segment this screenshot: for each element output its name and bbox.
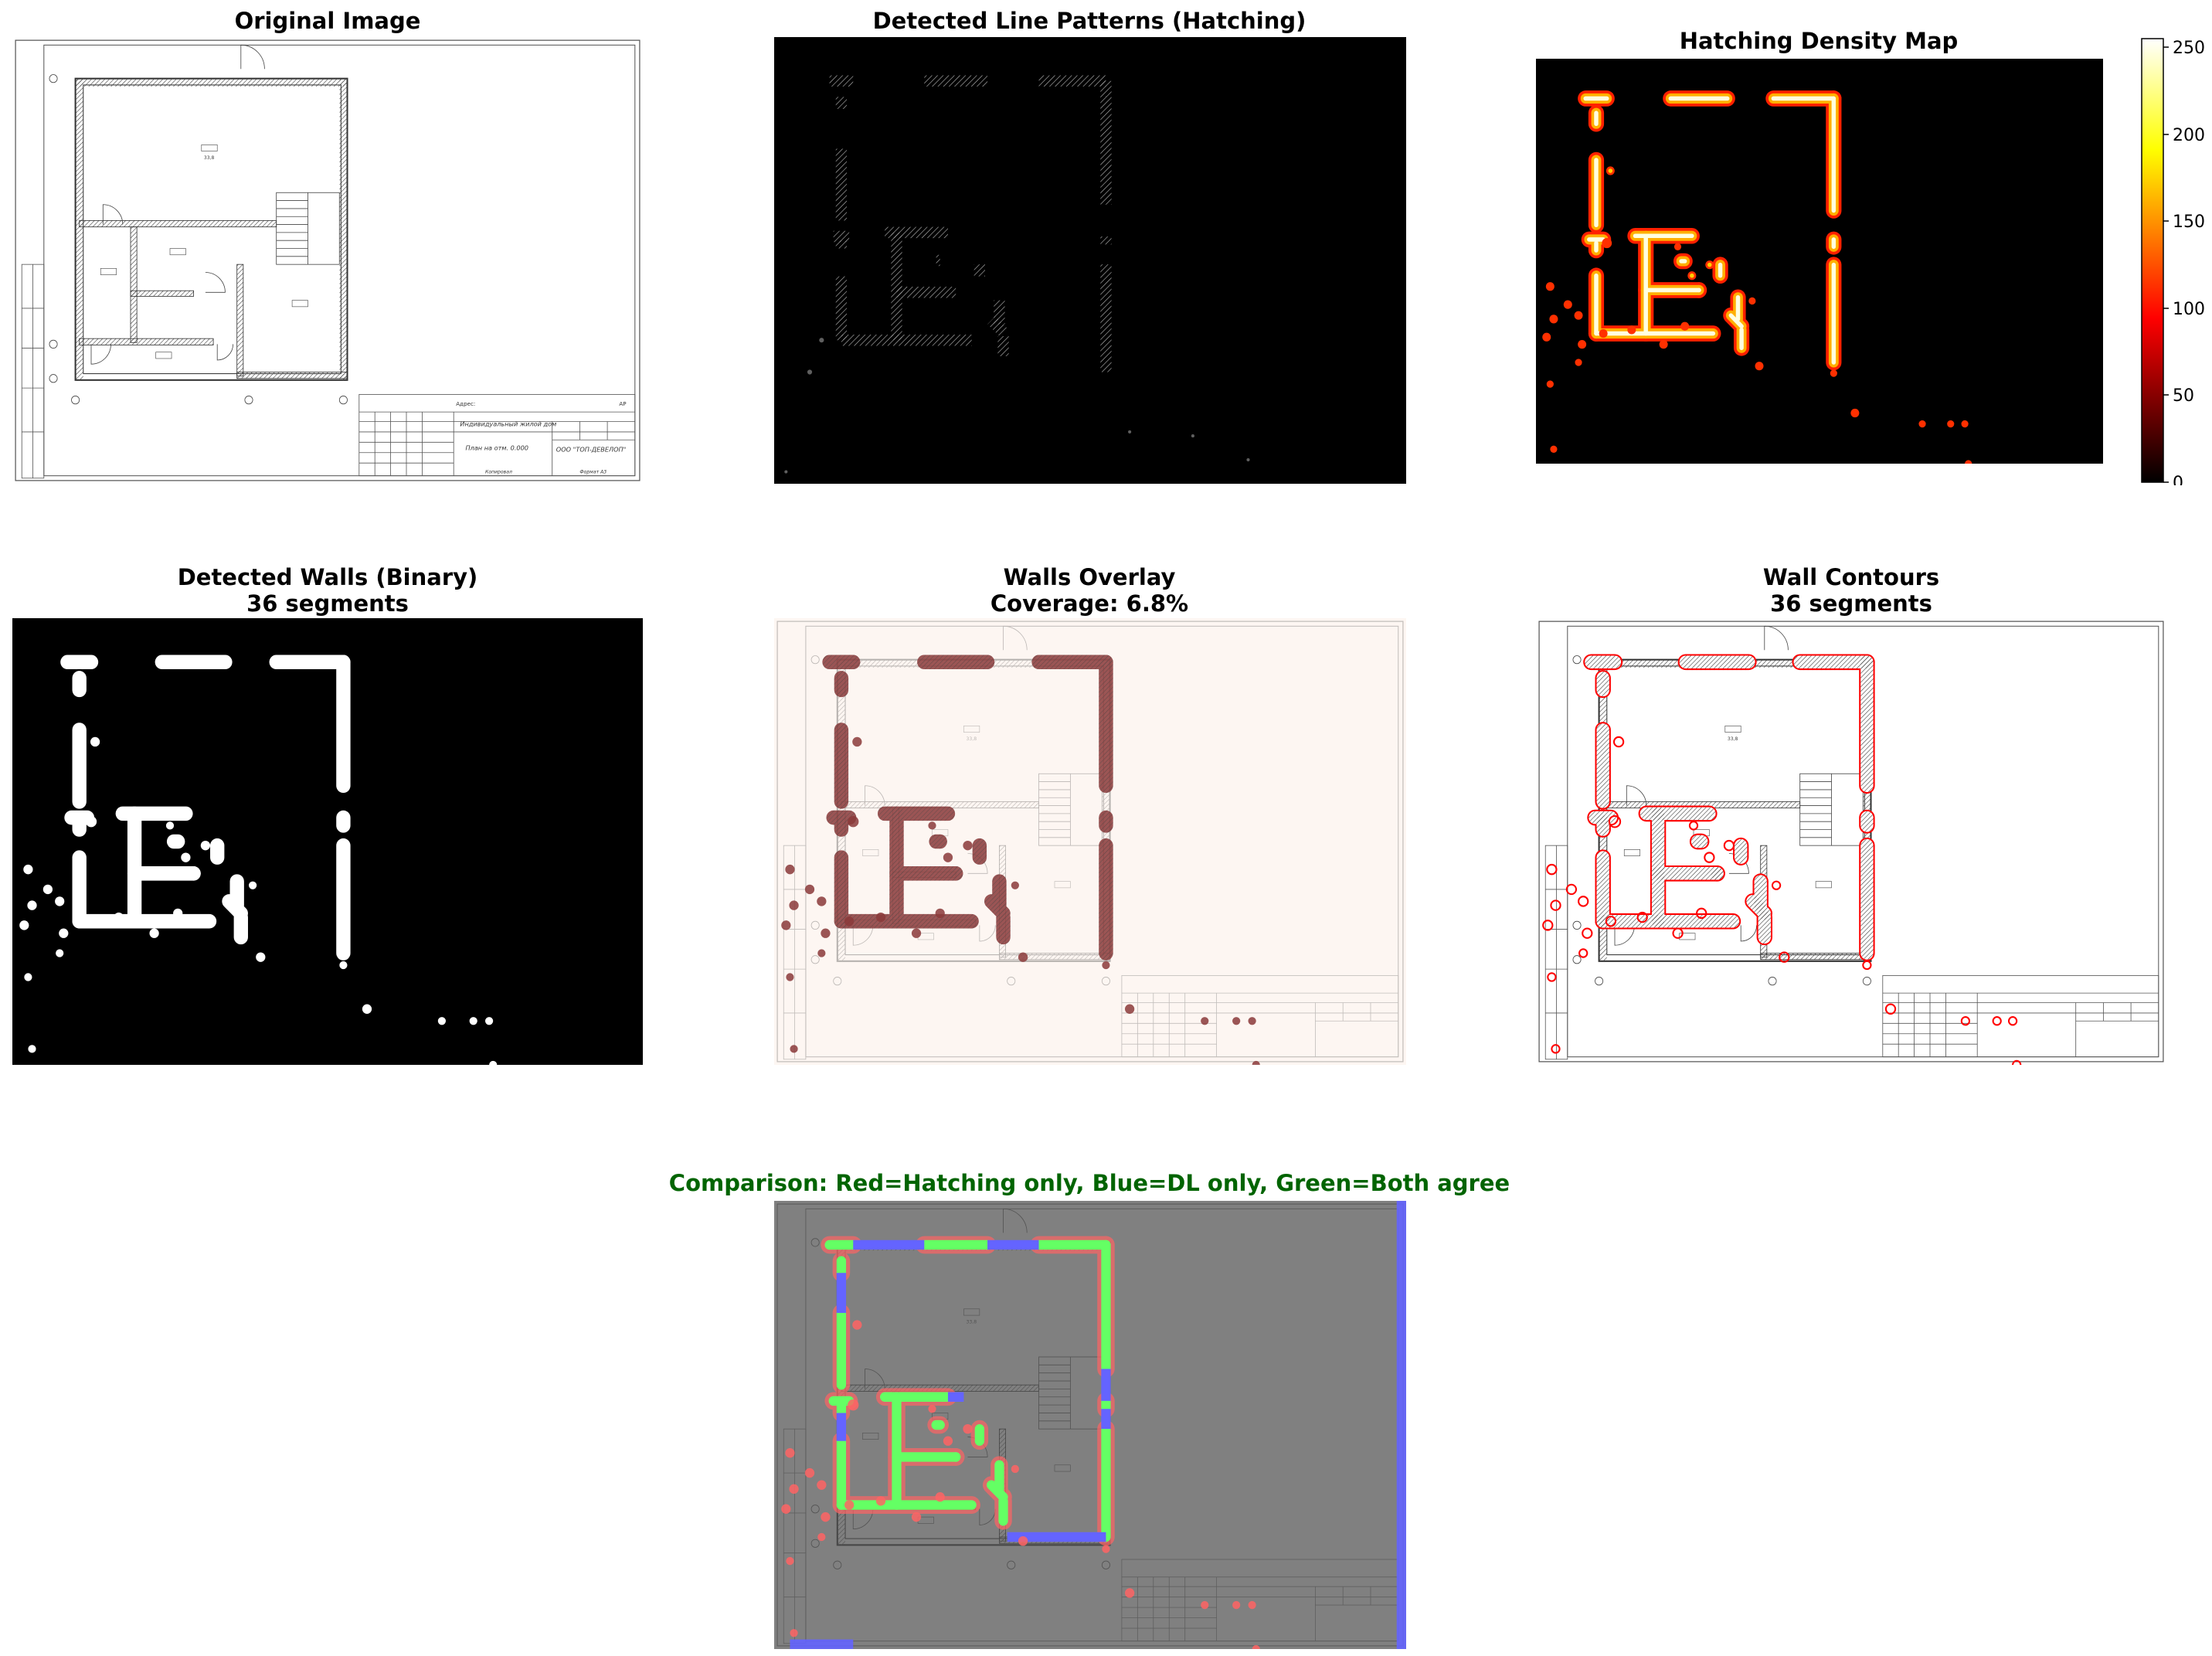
plan-format-label: Формат А3 xyxy=(579,470,607,475)
contours-title: Wall Contours 36 segments xyxy=(1534,564,2168,617)
contours-title-line1: Wall Contours xyxy=(1762,564,1940,590)
contours-title-line2: 36 segments xyxy=(1770,590,1932,617)
hatching-title: Detected Line Patterns (Hatching) xyxy=(872,8,1306,34)
overlay-title-line2: Coverage: 6.8% xyxy=(990,590,1189,617)
plan-plan-label: План на отм. 0.000 xyxy=(466,444,528,452)
density-panel xyxy=(1536,59,2103,464)
overlay-panel xyxy=(774,618,1406,1065)
walls-binary-title-line1: Detected Walls (Binary) xyxy=(177,564,478,590)
plan-company-label: ООО "ТОП-ДЕВЕЛОП" xyxy=(556,446,627,454)
colorbar-tick-200: 200 xyxy=(2173,126,2205,145)
colorbar-tick-100: 100 xyxy=(2173,300,2205,319)
colorbar-tick-250: 250 xyxy=(2173,39,2205,58)
comparison-title: Comparison: Red=Hatching only, Blue=DL o… xyxy=(668,1170,1510,1196)
colorbar-tick-150: 150 xyxy=(2173,213,2205,232)
comparison-panel xyxy=(774,1201,1406,1649)
original-image-panel: Адрес: АР Индивидуальный жилой дом План … xyxy=(12,37,643,484)
overlay-title: Walls Overlay Coverage: 6.8% xyxy=(773,564,1406,617)
colorbar-tick-0: 0 xyxy=(2173,474,2183,485)
plan-copied-label: Копировал xyxy=(485,470,512,475)
walls-binary-panel xyxy=(12,618,643,1065)
plan-sheet-label: АР xyxy=(619,400,627,407)
walls-binary-title-line2: 36 segments xyxy=(246,590,409,617)
contours-panel xyxy=(1536,618,2166,1065)
colorbar-tick-50: 50 xyxy=(2173,386,2194,406)
density-title: Hatching Density Map xyxy=(1679,28,1959,54)
overlay-title-line1: Walls Overlay xyxy=(1003,564,1176,590)
density-colorbar: 0 50 100 150 200 250 xyxy=(2140,37,2212,485)
walls-binary-title: Detected Walls (Binary) 36 segments xyxy=(11,564,644,617)
plan-project-label: Индивидуальный жилой дом xyxy=(460,420,556,428)
hatching-panel xyxy=(774,37,1406,484)
original-image-title: Original Image xyxy=(234,8,421,34)
plan-address-label: Адрес: xyxy=(456,400,475,407)
